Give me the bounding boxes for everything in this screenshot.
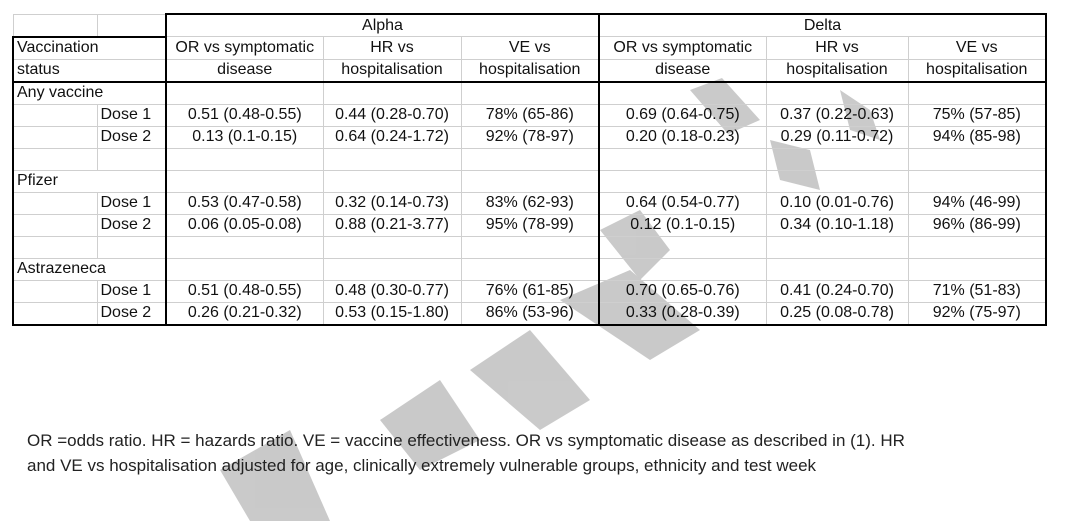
delta-ve-cell: 92% (75-97) <box>907 301 1047 326</box>
table-row: Dose 2 0.06 (0.05-0.08) 0.88 (0.21-3.77)… <box>12 213 1047 237</box>
delta-ve-cell: 94% (46-99) <box>907 191 1047 215</box>
dose-label: Dose 1 <box>96 279 167 303</box>
delta-ve-cell: 96% (86-99) <box>907 213 1047 237</box>
alpha-or-header-2: disease <box>165 58 324 82</box>
alpha-ve-cell: 83% (62-93) <box>460 191 600 215</box>
table-row: Dose 1 0.51 (0.48-0.55) 0.44 (0.28-0.70)… <box>12 103 1047 127</box>
delta-or-header-2: disease <box>598 58 767 82</box>
alpha-hr-header: HR vs <box>322 36 462 60</box>
alpha-hr-cell: 0.32 (0.14-0.73) <box>322 191 462 215</box>
alpha-or-cell: 0.13 (0.1-0.15) <box>165 125 324 149</box>
column-header-row-1: Vaccination OR vs symptomatic HR vs VE v… <box>12 35 1047 60</box>
vaccine-effectiveness-table: Alpha Delta Vaccination OR vs symptomati… <box>12 13 1047 326</box>
section-row-pfizer: Pfizer <box>12 169 1047 193</box>
group-alpha: Alpha <box>165 13 600 37</box>
delta-hr-header: HR vs <box>765 36 909 60</box>
alpha-ve-cell: 86% (53-96) <box>460 301 600 326</box>
delta-ve-cell: 94% (85-98) <box>907 125 1047 149</box>
delta-or-cell: 0.33 (0.28-0.39) <box>598 301 767 326</box>
table-row: Dose 2 0.26 (0.21-0.32) 0.53 (0.15-1.80)… <box>12 301 1047 326</box>
table-row: Dose 1 0.51 (0.48-0.55) 0.48 (0.30-0.77)… <box>12 279 1047 303</box>
section-row-any-vaccine: Any vaccine <box>12 80 1047 105</box>
dose-label: Dose 2 <box>96 125 167 149</box>
delta-or-cell: 0.12 (0.1-0.15) <box>598 213 767 237</box>
alpha-hr-cell: 0.88 (0.21-3.77) <box>322 213 462 237</box>
alpha-ve-cell: 95% (78-99) <box>460 213 600 237</box>
alpha-ve-cell: 78% (65-86) <box>460 103 600 127</box>
delta-ve-header-2: hospitalisation <box>907 58 1047 82</box>
delta-ve-header: VE vs <box>907 36 1047 60</box>
alpha-or-cell: 0.51 (0.48-0.55) <box>165 103 324 127</box>
delta-or-cell: 0.64 (0.54-0.77) <box>598 191 767 215</box>
alpha-hr-cell: 0.48 (0.30-0.77) <box>322 279 462 303</box>
alpha-or-cell: 0.06 (0.05-0.08) <box>165 213 324 237</box>
section-row-astrazeneca: Astrazeneca <box>12 257 1047 281</box>
table-footnote: OR =odds ratio. HR = hazards ratio. VE =… <box>27 431 905 475</box>
status-header-2: status <box>12 58 167 82</box>
group-header-row: Alpha Delta <box>12 13 1047 37</box>
delta-hr-cell: 0.41 (0.24-0.70) <box>765 279 909 303</box>
table-row: Dose 2 0.13 (0.1-0.15) 0.64 (0.24-1.72) … <box>12 125 1047 149</box>
delta-ve-cell: 71% (51-83) <box>907 279 1047 303</box>
alpha-or-cell: 0.53 (0.47-0.58) <box>165 191 324 215</box>
delta-ve-cell: 75% (57-85) <box>907 103 1047 127</box>
alpha-hr-cell: 0.64 (0.24-1.72) <box>322 125 462 149</box>
alpha-hr-cell: 0.44 (0.28-0.70) <box>322 103 462 127</box>
section-label: Pfizer <box>12 169 167 193</box>
status-header: Vaccination <box>12 35 167 60</box>
delta-hr-cell: 0.37 (0.22-0.63) <box>765 103 909 127</box>
delta-or-cell: 0.69 (0.64-0.75) <box>598 103 767 127</box>
table-row: Dose 1 0.53 (0.47-0.58) 0.32 (0.14-0.73)… <box>12 191 1047 215</box>
dose-label: Dose 1 <box>96 191 167 215</box>
delta-or-header: OR vs symptomatic <box>598 36 767 60</box>
delta-or-cell: 0.70 (0.65-0.76) <box>598 279 767 303</box>
group-delta: Delta <box>598 13 1047 37</box>
column-header-row-2: status disease hospitalisation hospitali… <box>12 58 1047 82</box>
delta-hr-header-2: hospitalisation <box>765 58 909 82</box>
alpha-hr-header-2: hospitalisation <box>322 58 462 82</box>
delta-hr-cell: 0.34 (0.10-1.18) <box>765 213 909 237</box>
alpha-or-cell: 0.51 (0.48-0.55) <box>165 279 324 303</box>
dose-label: Dose 2 <box>96 301 167 326</box>
delta-hr-cell: 0.10 (0.01-0.76) <box>765 191 909 215</box>
section-label: Any vaccine <box>12 80 167 105</box>
delta-hr-cell: 0.25 (0.08-0.78) <box>765 301 909 326</box>
alpha-ve-header-2: hospitalisation <box>460 58 600 82</box>
dose-label: Dose 2 <box>96 213 167 237</box>
delta-hr-cell: 0.29 (0.11-0.72) <box>765 125 909 149</box>
spacer-row <box>12 147 1047 171</box>
delta-or-cell: 0.20 (0.18-0.23) <box>598 125 767 149</box>
alpha-or-header: OR vs symptomatic <box>165 36 324 60</box>
alpha-hr-cell: 0.53 (0.15-1.80) <box>322 301 462 326</box>
alpha-ve-cell: 76% (61-85) <box>460 279 600 303</box>
alpha-or-cell: 0.26 (0.21-0.32) <box>165 301 324 326</box>
spacer-row <box>12 235 1047 259</box>
section-label: Astrazeneca <box>12 257 167 281</box>
alpha-ve-cell: 92% (78-97) <box>460 125 600 149</box>
dose-label: Dose 1 <box>96 103 167 127</box>
alpha-ve-header: VE vs <box>460 36 600 60</box>
